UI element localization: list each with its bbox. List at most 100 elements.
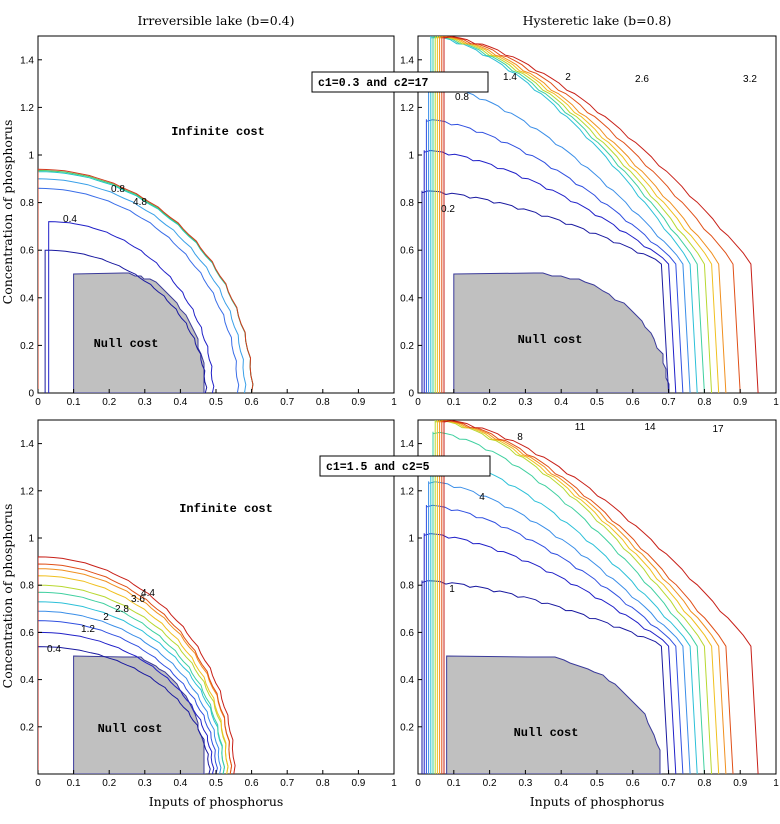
null-cost-label: Null cost — [514, 726, 579, 740]
y-tick-label: 0.6 — [20, 628, 34, 639]
x-tick-label: 1 — [773, 778, 779, 789]
x-tick-label: 0.7 — [662, 397, 676, 408]
x-tick-label: 0.5 — [590, 397, 604, 408]
x-tick-label: 0.5 — [209, 778, 223, 789]
parameter-box — [319, 455, 491, 477]
contour-line-1 — [421, 580, 670, 774]
contour-line-1-7 — [432, 36, 705, 393]
y-tick-label: 1.4 — [20, 55, 34, 66]
y-axis-label-bottom: Concentration of phosphorus — [0, 504, 15, 689]
null-cost-label: Null cost — [518, 333, 583, 347]
contour-line-2-5 — [423, 533, 677, 774]
y-tick-label: 0.8 — [400, 198, 414, 209]
y-tick-label: 0.8 — [20, 581, 34, 592]
x-tick-label: 0.1 — [447, 778, 461, 789]
y-tick-label: 0.2 — [400, 722, 414, 733]
x-tick-label: 0.9 — [733, 397, 747, 408]
contour-line-1-6 — [38, 610, 222, 774]
x-tick-label: 0.2 — [483, 397, 497, 408]
y-tick-label: 1 — [28, 534, 34, 545]
y-tick-label: 1 — [408, 151, 414, 162]
panel-top-right: 0.2 0.8 1.4 2 2.6 3.2 Null cost 0 0.1 0.2 0.3 0.4 0.… — [400, 35, 779, 408]
contour-line-2-3 — [436, 36, 720, 393]
y-tick-label: 0.8 — [400, 581, 414, 592]
contour-label: 0.8 — [111, 184, 125, 195]
y-tick-label: 0.6 — [400, 628, 414, 639]
contour-label: 0.8 — [455, 92, 469, 103]
x-tick-label: 1 — [391, 397, 397, 408]
y-tick-label: 0.4 — [400, 293, 414, 304]
contour-label: 0.2 — [441, 204, 455, 215]
contour-label: 17 — [712, 424, 724, 435]
contour-line-8 — [432, 431, 705, 774]
x-tick-label: 0.9 — [351, 778, 365, 789]
x-tick-label: 0 — [415, 397, 421, 408]
y-tick-label: 0.2 — [20, 722, 34, 733]
panel-top-left: 0.4 0.8 4.8 Infinite cost Null cost 0 0.1 0.2 0.… — [20, 35, 397, 408]
contour-label: 14 — [644, 422, 656, 433]
contour-line-14 — [441, 420, 734, 774]
x-axis-label-left: Inputs of phosphorus — [149, 794, 284, 809]
x-tick-label: 0.8 — [697, 397, 711, 408]
contour-label: 1.4 — [503, 72, 517, 83]
x-tick-label: 0.4 — [173, 397, 187, 408]
y-tick-label: 0.8 — [20, 198, 34, 209]
x-tick-label: 0.7 — [662, 778, 676, 789]
x-tick-label: 0.1 — [67, 778, 81, 789]
y-tick-label: 1 — [28, 151, 34, 162]
contour-line-2 — [434, 36, 713, 393]
y-axis-label-top: Concentration of phosphorus — [0, 120, 15, 305]
parameter-box — [311, 71, 489, 93]
y-tick-label: 0.4 — [400, 675, 414, 686]
contour-label: 3.6 — [131, 594, 145, 605]
contour-label: 2.8 — [115, 604, 129, 615]
y-tick-label: 1 — [408, 534, 414, 545]
x-tick-label: 0.2 — [102, 397, 116, 408]
contour-line-1-4 — [430, 36, 698, 393]
x-tick-label: 0.6 — [626, 778, 640, 789]
infinite-cost-label: Infinite cost — [179, 502, 273, 516]
x-tick-label: 1 — [391, 778, 397, 789]
contour-label: 1.2 — [81, 624, 95, 635]
x-tick-label: 0.2 — [102, 778, 116, 789]
plot-content — [421, 420, 759, 774]
contour-label: 2 — [103, 612, 109, 623]
contour-label: 4.4 — [141, 588, 155, 599]
x-tick-label: 0.8 — [316, 778, 330, 789]
x-tick-label: 0.8 — [697, 778, 711, 789]
x-tick-label: 0.4 — [554, 778, 568, 789]
y-tick-label: 1.4 — [400, 55, 414, 66]
x-tick-label: 0.4 — [554, 397, 568, 408]
x-tick-label: 0.9 — [733, 778, 747, 789]
x-tick-label: 0.7 — [280, 778, 294, 789]
x-tick-label: 1 — [773, 397, 779, 408]
y-tick-label: 0 — [408, 389, 414, 400]
y-tick-label: 0 — [28, 389, 34, 400]
contour-line-2-6 — [439, 36, 727, 393]
contour-label: 8 — [517, 432, 523, 443]
x-axis-label-right: Inputs of phosphorus — [530, 794, 665, 809]
panel-bottom-left: 0.4 1.2 2 2.83.64.4 Infinite cost Null cost 0 0… — [20, 419, 397, 789]
x-tick-label: 0.4 — [173, 778, 187, 789]
contour-line-0-2 — [421, 190, 670, 393]
x-tick-label: 0.6 — [245, 397, 259, 408]
contour-line-4 — [38, 563, 233, 774]
contour-line-4 — [425, 504, 684, 774]
y-tick-label: 0.4 — [20, 675, 34, 686]
contour-line-1-5 — [38, 178, 247, 393]
contour-line-3-2 — [38, 575, 229, 774]
contour-label: 0.4 — [47, 644, 61, 655]
infinite-cost-label: Infinite cost — [171, 125, 265, 139]
contour-line-0-4 — [38, 646, 211, 774]
contour-line-11 — [436, 420, 720, 774]
y-tick-label: 0.4 — [20, 293, 34, 304]
y-tick-label: 1.4 — [20, 439, 34, 450]
x-tick-label: 0 — [35, 778, 41, 789]
contour-line-17 — [443, 420, 759, 774]
contour-line-2-9 — [441, 36, 741, 393]
y-tick-label: 1.2 — [400, 103, 414, 114]
panel-title-irreversible: Irreversible lake (b=0.4) — [137, 13, 294, 28]
contour-line-0-2 — [44, 249, 208, 393]
